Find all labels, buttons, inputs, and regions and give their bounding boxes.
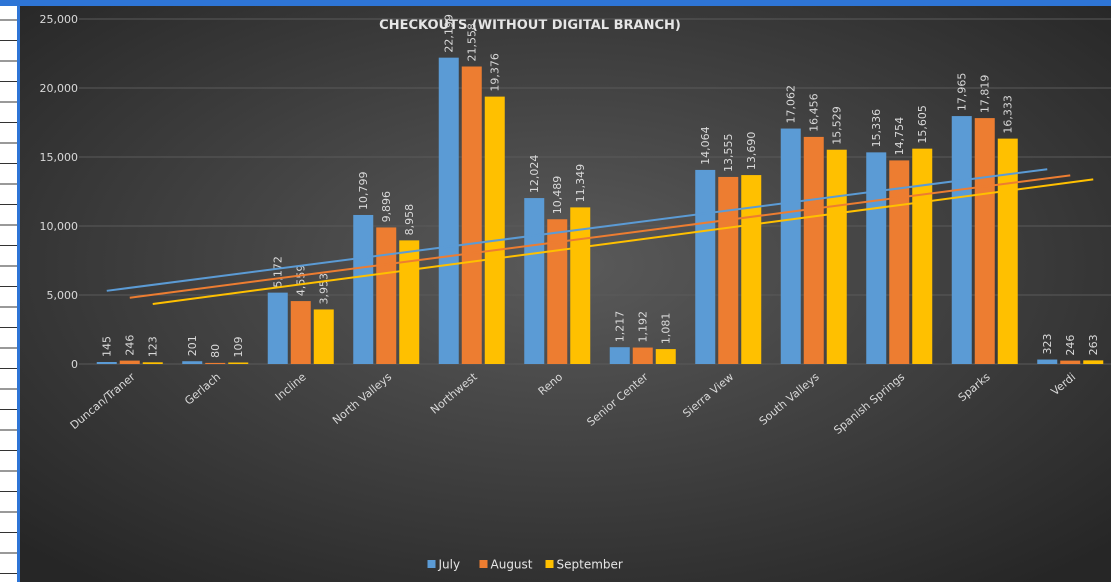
bar — [399, 240, 420, 364]
y-tick-label: 15,000 — [40, 151, 79, 164]
bar — [96, 361, 117, 364]
bar — [438, 57, 459, 364]
y-tick-label: 0 — [71, 358, 78, 371]
bar — [1083, 360, 1104, 364]
bar — [609, 347, 630, 364]
bar — [655, 349, 676, 364]
data-label: 17,819 — [979, 75, 992, 114]
data-label: 17,965 — [956, 73, 969, 112]
data-label: 145 — [101, 336, 114, 357]
legend-swatch — [427, 560, 436, 568]
y-tick-label: 25,000 — [40, 13, 79, 26]
trendline — [152, 178, 1094, 305]
data-label: 12,024 — [528, 155, 541, 194]
bar — [632, 347, 653, 364]
data-label: 246 — [124, 335, 137, 356]
chart-title: CHECKOUTS (WITHOUT DIGITAL BRANCH) — [379, 18, 681, 33]
legend-label: July — [438, 558, 461, 572]
bar — [376, 227, 397, 364]
data-label: 323 — [1041, 334, 1054, 355]
trendline — [106, 168, 1048, 292]
data-label: 17,062 — [785, 85, 798, 124]
data-label: 15,605 — [916, 105, 929, 144]
bar — [997, 138, 1018, 364]
data-label: 16,333 — [1002, 95, 1015, 134]
trendline — [129, 174, 1071, 299]
data-label: 4,559 — [295, 265, 308, 297]
legend-swatch — [479, 560, 488, 568]
data-label: 1,081 — [660, 313, 673, 345]
data-label: 13,690 — [745, 132, 758, 171]
data-label: 201 — [186, 335, 199, 356]
data-label: 11,349 — [574, 164, 587, 203]
bar — [1037, 359, 1058, 364]
data-label: 15,529 — [831, 106, 844, 145]
bar — [205, 362, 226, 364]
bar — [1060, 360, 1081, 364]
data-label: 19,376 — [489, 53, 502, 92]
legend-label: September — [557, 558, 623, 572]
bar — [912, 148, 933, 364]
y-tick-label: 20,000 — [40, 82, 79, 95]
data-label: 21,558 — [466, 23, 479, 62]
bar — [951, 116, 972, 364]
data-label: 15,336 — [870, 109, 883, 148]
bar — [119, 360, 140, 364]
data-label: 246 — [1064, 335, 1077, 356]
data-label: 3,953 — [318, 273, 331, 305]
bar — [826, 149, 847, 364]
data-label: 80 — [209, 344, 222, 358]
data-label: 22,199 — [443, 14, 456, 53]
bar — [524, 198, 545, 364]
bar — [484, 96, 505, 364]
bar — [267, 292, 288, 364]
bar — [182, 361, 203, 364]
data-label: 10,489 — [551, 176, 564, 215]
data-label: 123 — [147, 336, 160, 357]
y-tick-label: 5,000 — [47, 289, 79, 302]
bar — [228, 362, 249, 364]
data-label: 14,064 — [699, 126, 712, 165]
bar — [142, 362, 163, 364]
data-label: 14,754 — [893, 117, 906, 156]
data-label: 1,192 — [637, 311, 650, 343]
top-border — [0, 0, 1111, 6]
data-label: 1,217 — [614, 311, 627, 343]
y-tick-label: 10,000 — [40, 220, 79, 233]
bar — [889, 160, 910, 364]
data-label: 8,958 — [403, 204, 416, 236]
bar — [780, 128, 801, 364]
bar — [974, 118, 995, 364]
sheet-rows — [0, 19, 17, 574]
left-border — [17, 0, 20, 582]
data-label: 263 — [1087, 334, 1100, 355]
data-label: 16,456 — [808, 93, 821, 132]
data-label: 9,896 — [380, 191, 393, 223]
bar — [741, 175, 762, 364]
bar — [353, 214, 374, 364]
bar — [866, 152, 887, 364]
bar — [803, 136, 824, 364]
bar — [461, 66, 482, 364]
data-label: 109 — [232, 336, 245, 357]
bar — [718, 176, 739, 364]
bar — [313, 309, 334, 364]
data-label: 5,172 — [272, 256, 285, 288]
legend-swatch — [545, 560, 554, 568]
bar — [290, 301, 311, 364]
bar — [547, 219, 568, 364]
data-label: 13,555 — [722, 133, 735, 172]
legend-label: August — [491, 558, 533, 572]
data-label: 10,799 — [357, 171, 370, 210]
bar — [695, 169, 716, 364]
